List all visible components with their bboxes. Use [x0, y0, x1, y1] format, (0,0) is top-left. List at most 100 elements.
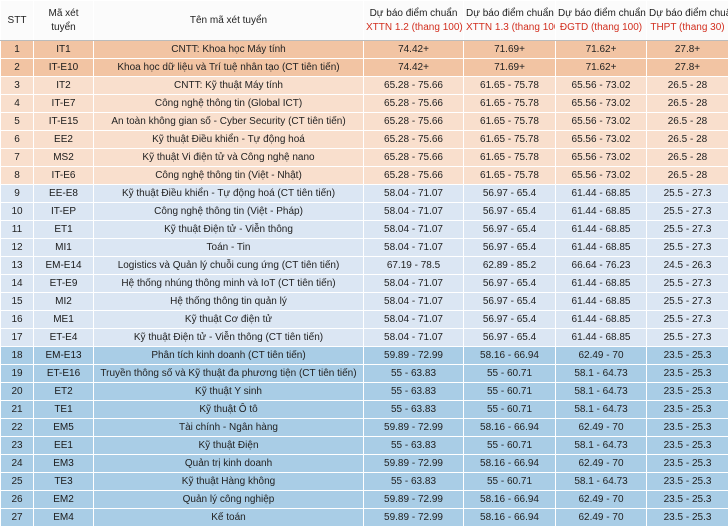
cell-dgtd: 62.49 - 70: [556, 509, 647, 527]
cell-thpt: 25.5 - 27.3: [647, 221, 728, 239]
cell-ten: Kỹ thuật Điện tử - Viễn thông: [94, 221, 364, 239]
cell-dgtd: 66.64 - 76.23: [556, 257, 647, 275]
header-dgtd: Dự báo điểm chuẩn ĐGTD (thang 100): [556, 1, 647, 41]
cell-ma: EM4: [34, 509, 94, 527]
cell-xttn12: 65.28 - 75.66: [364, 77, 464, 95]
cell-ten: Kỹ thuật Điện: [94, 437, 364, 455]
cell-dgtd: 58.1 - 64.73: [556, 365, 647, 383]
cell-xttn12: 74.42+: [364, 59, 464, 77]
cell-thpt: 24.5 - 26.3: [647, 257, 728, 275]
cell-xttn12: 59.89 - 72.99: [364, 347, 464, 365]
cell-xttn12: 58.04 - 71.07: [364, 239, 464, 257]
cell-ma: EE1: [34, 437, 94, 455]
cell-stt: 5: [1, 113, 34, 131]
cell-dgtd: 65.56 - 73.02: [556, 131, 647, 149]
cell-ma: IT-E6: [34, 167, 94, 185]
cell-xttn13: 56.97 - 65.4: [464, 203, 556, 221]
cell-xttn12: 59.89 - 72.99: [364, 455, 464, 473]
cell-dgtd: 71.62+: [556, 59, 647, 77]
cell-stt: 13: [1, 257, 34, 275]
cell-xttn12: 59.89 - 72.99: [364, 491, 464, 509]
cell-stt: 14: [1, 275, 34, 293]
cell-xttn13: 56.97 - 65.4: [464, 293, 556, 311]
cell-xttn12: 65.28 - 75.66: [364, 167, 464, 185]
cell-xttn13: 61.65 - 75.78: [464, 77, 556, 95]
cell-xttn13: 61.65 - 75.78: [464, 167, 556, 185]
cell-dgtd: 61.44 - 68.85: [556, 293, 647, 311]
cell-ten: Phân tích kinh doanh (CT tiên tiến): [94, 347, 364, 365]
cell-thpt: 23.5 - 25.3: [647, 347, 728, 365]
cell-xttn13: 56.97 - 65.4: [464, 185, 556, 203]
cell-dgtd: 65.56 - 73.02: [556, 77, 647, 95]
cell-xttn13: 62.89 - 85.2: [464, 257, 556, 275]
cell-thpt: 23.5 - 25.3: [647, 473, 728, 491]
cell-xttn13: 71.69+: [464, 59, 556, 77]
header-row: STT Mã xét tuyển Tên mã xét tuyển Dự báo…: [1, 1, 728, 41]
cell-ten: Truyền thông số và Kỹ thuật đa phương ti…: [94, 365, 364, 383]
cell-stt: 15: [1, 293, 34, 311]
cell-xttn12: 58.04 - 71.07: [364, 203, 464, 221]
cell-xttn12: 55 - 63.83: [364, 473, 464, 491]
cell-dgtd: 65.56 - 73.02: [556, 167, 647, 185]
cell-thpt: 27.8+: [647, 41, 728, 59]
cell-xttn13: 55 - 60.71: [464, 383, 556, 401]
header-thpt: Dự báo điểm chuẩn THPT (thang 30): [647, 1, 728, 41]
cell-stt: 8: [1, 167, 34, 185]
cell-ma: EM-E13: [34, 347, 94, 365]
cell-stt: 6: [1, 131, 34, 149]
cell-thpt: 27.8+: [647, 59, 728, 77]
cell-ma: IT-EP: [34, 203, 94, 221]
cell-stt: 26: [1, 491, 34, 509]
cell-dgtd: 65.56 - 73.02: [556, 95, 647, 113]
cell-xttn12: 55 - 63.83: [364, 365, 464, 383]
cell-ten: Quản trị kinh doanh: [94, 455, 364, 473]
cell-xttn13: 55 - 60.71: [464, 437, 556, 455]
cell-thpt: 23.5 - 25.3: [647, 455, 728, 473]
cell-stt: 20: [1, 383, 34, 401]
cell-xttn12: 55 - 63.83: [364, 437, 464, 455]
cell-xttn12: 58.04 - 71.07: [364, 311, 464, 329]
cell-thpt: 25.5 - 27.3: [647, 275, 728, 293]
cell-ten: Kỹ thuật Y sinh: [94, 383, 364, 401]
cell-dgtd: 65.56 - 73.02: [556, 149, 647, 167]
cell-ten: Kỹ thuật Ô tô: [94, 401, 364, 419]
cell-ma: ET-E4: [34, 329, 94, 347]
cell-xttn12: 58.04 - 71.07: [364, 293, 464, 311]
cell-ten: Kỹ thuật Hàng không: [94, 473, 364, 491]
cell-stt: 27: [1, 509, 34, 527]
cell-xttn12: 65.28 - 75.66: [364, 113, 464, 131]
cell-dgtd: 71.62+: [556, 41, 647, 59]
cell-stt: 21: [1, 401, 34, 419]
header-ten: Tên mã xét tuyển: [94, 1, 364, 41]
cell-xttn13: 58.16 - 66.94: [464, 509, 556, 527]
cell-ma: ET-E16: [34, 365, 94, 383]
cell-ma: MS2: [34, 149, 94, 167]
cell-ma: EM-E14: [34, 257, 94, 275]
cell-xttn13: 55 - 60.71: [464, 365, 556, 383]
cell-xttn13: 58.16 - 66.94: [464, 419, 556, 437]
header-xttn12: Dự báo điểm chuẩn XTTN 1.2 (thang 100): [364, 1, 464, 41]
cell-thpt: 26.5 - 28: [647, 167, 728, 185]
cell-xttn12: 67.19 - 78.5: [364, 257, 464, 275]
cell-xttn13: 61.65 - 75.78: [464, 95, 556, 113]
cell-xttn13: 55 - 60.71: [464, 473, 556, 491]
cell-ma: IT-E15: [34, 113, 94, 131]
cell-ten: Kỹ thuật Điều khiển - Tự động hoá (CT ti…: [94, 185, 364, 203]
cell-ma: EM2: [34, 491, 94, 509]
cell-thpt: 25.5 - 27.3: [647, 239, 728, 257]
cell-ten: Kế toán: [94, 509, 364, 527]
cell-xttn12: 59.89 - 72.99: [364, 419, 464, 437]
